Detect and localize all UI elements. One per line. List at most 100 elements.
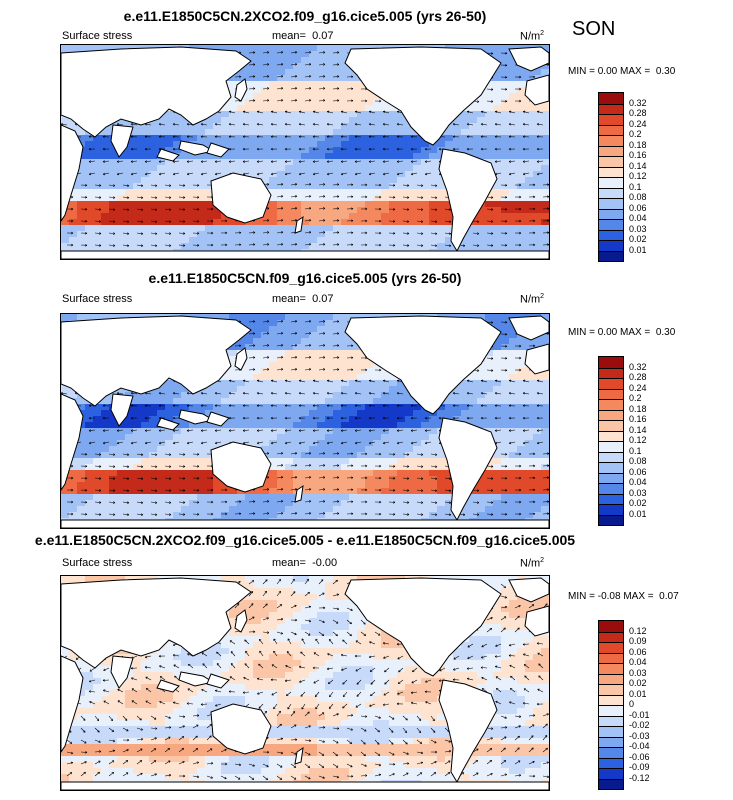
panel-3-minmax: MIN = -0.08 MAX = 0.07 (568, 591, 679, 602)
colorbar-tick-label: 0.03 (629, 223, 647, 234)
colorbar-tick-label: 0.14 (629, 160, 647, 171)
colorbar-swatch (599, 726, 623, 737)
colorbar-tick-label: 0.02 (629, 678, 647, 688)
colorbar-swatch (599, 219, 623, 230)
colorbar-tick-label: 0.03 (629, 667, 647, 678)
colorbar-tick-label: 0.16 (629, 150, 647, 160)
panel-1-mean: mean= 0.07 (272, 30, 334, 42)
colorbar-swatch (599, 114, 623, 125)
map-canvas (61, 314, 549, 528)
season-label: SON (572, 18, 616, 40)
colorbar-tick-label: 0.12 (629, 435, 647, 445)
colorbar-swatch (599, 198, 623, 209)
panel-3-colorbar: 0.12 0.09 0.06 0.04 0.03 0.02 0.01 0 -0.01 -0.02-… (598, 620, 650, 790)
colorbar-swatch (599, 124, 623, 135)
map-canvas (61, 45, 549, 259)
colorbar-swatch (599, 156, 623, 167)
colorbar-swatch (599, 357, 623, 368)
colorbar-tick-label: 0.12 (629, 171, 647, 181)
colorbar-tick-label: 0.2 (629, 393, 642, 403)
colorbar-tick-label: 0.32 (629, 97, 647, 108)
colorbar-tick-label: -0.01 (629, 709, 650, 720)
panel-3-mean: mean= -0.00 (272, 557, 338, 569)
colorbar-tick-label: 0.16 (629, 414, 647, 424)
panel-1-map (60, 44, 550, 260)
colorbar-swatch (599, 93, 623, 104)
colorbar-tick-label: 0.28 (629, 108, 647, 118)
colorbar-swatch (599, 250, 623, 261)
colorbar-swatch (599, 642, 623, 653)
colorbar-tick-label: 0.14 (629, 424, 647, 435)
colorbar-tick-label: 0.04 (629, 213, 647, 223)
colorbar-swatch (599, 441, 623, 452)
panel-3-title: e.e11.E1850C5CN.2XCO2.f09_g16.cice5.005 … (34, 532, 576, 548)
colorbar-tick-label: 0.02 (629, 234, 647, 244)
colorbar-tick-label: 0.06 (629, 466, 647, 477)
colorbar-swatch (599, 409, 623, 420)
colorbar-swatch (599, 166, 623, 177)
colorbar-tick-label: 0.18 (629, 403, 647, 414)
colorbar-swatch (599, 768, 623, 779)
colorbar-swatch (599, 778, 623, 789)
colorbar-tick-label: -0.02 (629, 720, 650, 730)
panel-3-field-label: Surface stress (62, 557, 133, 569)
colorbar-tick-label: -0.09 (629, 762, 650, 772)
colorbar-tick-label: 0.32 (629, 361, 647, 372)
colorbar-swatch (599, 378, 623, 389)
colorbar-tick-label: 0.18 (629, 139, 647, 150)
colorbar-tick-label: 0.2 (629, 129, 642, 139)
colorbar-tick-label: -0.06 (629, 751, 650, 762)
colorbar-swatch (599, 229, 623, 240)
colorbar-tick-label: 0.01 (629, 244, 647, 255)
colorbar-swatch (599, 621, 623, 632)
colorbar-swatch (599, 388, 623, 399)
panel-1-colorbar: 0.32 0.28 0.24 0.2 0.18 0.16 0.14 0.12 0.1 0.08 0.… (598, 92, 647, 262)
colorbar-swatch (599, 103, 623, 114)
colorbar-swatch (599, 736, 623, 747)
colorbar-tick-label: 0.03 (629, 487, 647, 498)
colorbar-swatch (599, 430, 623, 441)
colorbar-tick-label: 0.06 (629, 202, 647, 213)
panel-2-units: N/m2 (520, 293, 545, 306)
colorbar-swatch (599, 673, 623, 684)
panel-2-colorbar: 0.32 0.28 0.24 0.2 0.18 0.16 0.14 0.12 0.1 0.08 0.… (598, 356, 647, 526)
colorbar-swatch (599, 652, 623, 663)
colorbar-tick-label: -0.03 (629, 730, 650, 741)
colorbar-tick-label: 0.09 (629, 636, 647, 646)
colorbar-tick-label: 0.04 (629, 657, 647, 667)
colorbar-tick-label: 0.04 (629, 477, 647, 487)
colorbar-tick-label: -0.12 (629, 772, 650, 783)
panel-2-title: e.e11.E1850C5CN.f09_g16.cice5.005 (yrs 2… (148, 270, 462, 286)
colorbar-swatch (599, 208, 623, 219)
colorbar-swatch (599, 462, 623, 473)
colorbar-swatch (599, 145, 623, 156)
colorbar-swatch (599, 694, 623, 705)
colorbar-swatch (599, 504, 623, 515)
colorbar-swatch (599, 472, 623, 483)
panel-1-field-label: Surface stress (62, 30, 133, 42)
colorbar-swatch (599, 705, 623, 716)
panel-1-minmax: MIN = 0.00 MAX = 0.30 (568, 66, 676, 77)
colorbar-tick-label: -0.04 (629, 741, 650, 751)
colorbar-tick-label: 0.01 (629, 688, 647, 699)
colorbar-tick-label: 0.24 (629, 118, 647, 129)
colorbar-swatch (599, 177, 623, 188)
panel-3-map (60, 575, 550, 791)
colorbar-swatch (599, 493, 623, 504)
colorbar-tick-label: 0 (629, 699, 635, 709)
colorbar-swatch (599, 483, 623, 494)
panel-2-field-label: Surface stress (62, 293, 133, 305)
colorbar-swatch (599, 240, 623, 251)
colorbar-swatch (599, 399, 623, 410)
colorbar-swatch (599, 451, 623, 462)
panel-2-mean: mean= 0.07 (272, 293, 334, 305)
colorbar-swatch (599, 663, 623, 674)
panel-2-minmax: MIN = 0.00 MAX = 0.30 (568, 327, 676, 338)
panel-1-units: N/m2 (520, 30, 545, 43)
colorbar-tick-label: 0.1 (629, 445, 642, 456)
colorbar-swatch (599, 514, 623, 525)
colorbar-swatch (599, 135, 623, 146)
colorbar-tick-label: 0.24 (629, 382, 647, 393)
colorbar-swatch (599, 684, 623, 695)
colorbar-swatch (599, 187, 623, 198)
